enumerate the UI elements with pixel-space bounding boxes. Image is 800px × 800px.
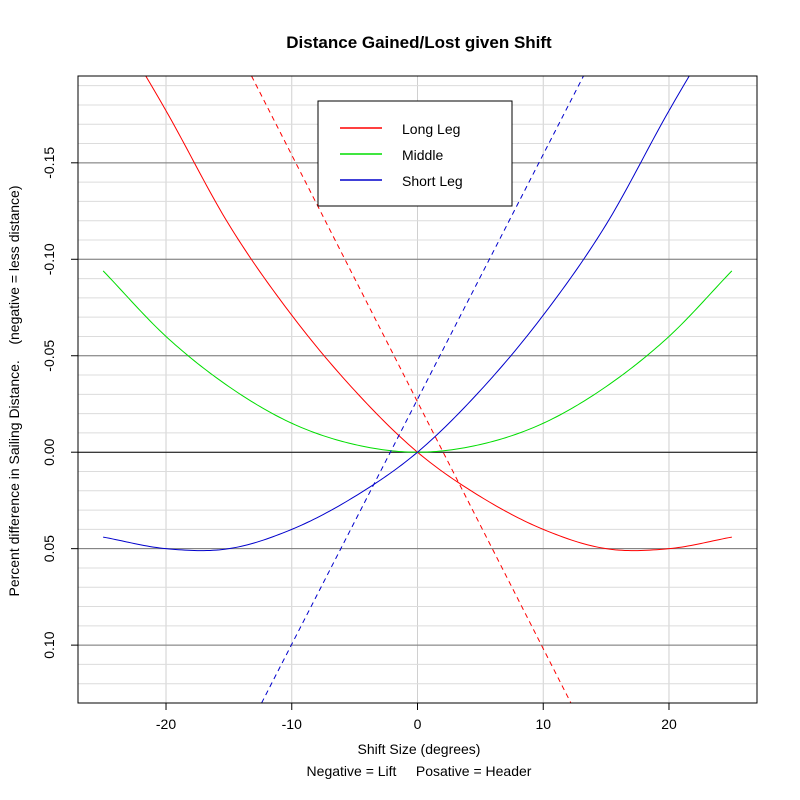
y-tick-label: -0.10 — [41, 243, 57, 275]
reference-lines — [78, 162, 757, 646]
series-line-dashed-4 — [261, 76, 584, 703]
y-axis-label: Percent difference in Sailing Distance. … — [6, 185, 22, 596]
legend-label-middle: Middle — [402, 147, 443, 163]
series-layer — [102, 76, 733, 703]
y-tick-label: -0.05 — [41, 340, 57, 372]
series-line-dashed-3 — [251, 76, 572, 703]
y-tick-label: 0.10 — [41, 631, 57, 658]
x-tick-label: 0 — [414, 716, 422, 732]
y-tick-label: 0.05 — [41, 535, 57, 562]
legend-label-long-leg: Long Leg — [402, 121, 460, 137]
x-axis: -20 -10 0 10 20 — [156, 703, 677, 732]
x-axis-label: Shift Size (degrees) — [358, 741, 481, 757]
x-tick-label: 10 — [535, 716, 551, 732]
chart-title: Distance Gained/Lost given Shift — [286, 33, 552, 52]
legend-label-short-leg: Short Leg — [402, 173, 463, 189]
x-tick-label: -20 — [156, 716, 176, 732]
y-tick-label: -0.15 — [41, 147, 57, 179]
x-tick-label: -10 — [282, 716, 302, 732]
y-axis: -0.15 -0.10 -0.05 0.00 0.05 0.10 — [41, 147, 78, 659]
legend: Long Leg Middle Short Leg — [317, 100, 513, 207]
series-line-short-leg — [103, 76, 690, 552]
x-axis-sublabel: Negative = Lift Posative = Header — [307, 763, 532, 779]
y-tick-label: 0.00 — [41, 438, 57, 465]
x-tick-label: 20 — [661, 716, 677, 732]
